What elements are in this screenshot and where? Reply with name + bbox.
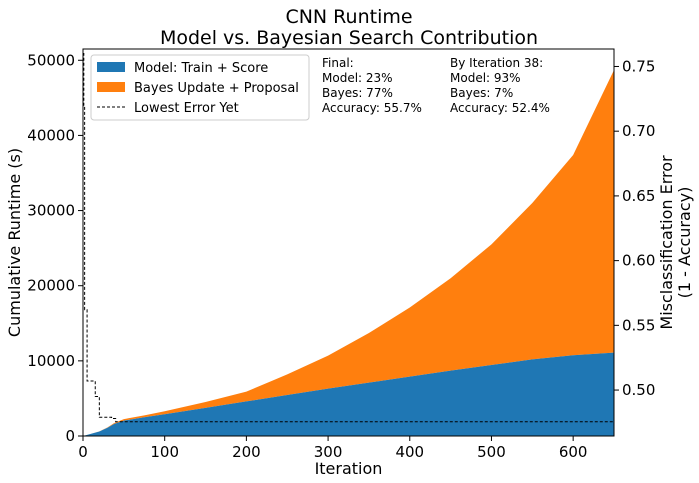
annotation-iteration-38: By Iteration 38: Model: 93% Bayes: 7% Ac… <box>450 56 550 115</box>
y-axis-label: Cumulative Runtime (s) <box>5 148 24 337</box>
y-tick-label: 50000 <box>27 51 75 69</box>
annotation-final-line1: Final: <box>322 56 354 70</box>
legend: Model: Train + Score Bayes Update + Prop… <box>90 54 310 121</box>
y-axis-left: 0 10000 20000 30000 40000 50000 <box>27 51 83 445</box>
y2-tick-label: 0.55 <box>622 316 655 334</box>
legend-label-bayes: Bayes Update + Proposal <box>134 81 299 96</box>
y2-axis-label-line1: Misclassification Error <box>657 155 676 330</box>
y-axis-right: 0.50 0.55 0.60 0.65 0.70 0.75 <box>614 57 655 399</box>
x-tick-label: 300 <box>314 443 343 461</box>
plot-frame <box>82 48 615 437</box>
y-tick-label: 0 <box>65 427 75 445</box>
x-tick-label: 0 <box>78 443 88 461</box>
legend-swatch-model <box>97 62 125 72</box>
legend-label-lowest-error: Lowest Error Yet <box>134 101 239 116</box>
line-lowest-error-yet <box>83 53 614 423</box>
annotation-38-line4: Accuracy: 52.4% <box>450 101 550 115</box>
y-tick-label: 10000 <box>27 352 75 370</box>
y2-tick-label: 0.60 <box>622 252 655 270</box>
legend-box <box>90 54 310 121</box>
y2-tick-label: 0.65 <box>622 187 655 205</box>
legend-label-model: Model: Train + Score <box>134 61 268 76</box>
x-tick-label: 500 <box>477 443 506 461</box>
annotation-final-line2: Model: 23% <box>322 71 393 85</box>
annotation-final-line4: Accuracy: 55.7% <box>322 101 422 115</box>
x-tick-label: 600 <box>559 443 588 461</box>
x-tick-label: 100 <box>150 443 179 461</box>
error-lines <box>83 53 614 423</box>
plot-area <box>82 48 615 437</box>
annotation-38-line2: Model: 93% <box>450 71 521 85</box>
y2-tick-label: 0.75 <box>622 57 655 75</box>
chart-title-line2: Model vs. Bayesian Search Contribution <box>160 27 538 49</box>
area-bayes-update-proposal <box>83 70 614 436</box>
annotation-final: Final: Model: 23% Bayes: 77% Accuracy: 5… <box>322 56 422 115</box>
stacked-areas <box>83 70 614 436</box>
y-tick-label: 40000 <box>27 126 75 144</box>
y2-tick-label: 0.70 <box>622 122 655 140</box>
annotation-38-line1: By Iteration 38: <box>450 56 543 70</box>
x-axis-label: Iteration <box>315 459 383 478</box>
x-tick-label: 200 <box>232 443 261 461</box>
y2-tick-label: 0.50 <box>622 381 655 399</box>
y2-axis-label-line2: (1 - Accuracy) <box>675 187 694 299</box>
chart-title-line1: CNN Runtime <box>285 6 412 28</box>
legend-swatch-bayes <box>97 82 125 92</box>
annotation-final-line3: Bayes: 77% <box>322 86 393 100</box>
area-model-train-score <box>83 352 614 436</box>
y-tick-label: 20000 <box>27 277 75 295</box>
y-tick-label: 30000 <box>27 202 75 220</box>
x-tick-label: 400 <box>395 443 424 461</box>
annotation-38-line3: Bayes: 7% <box>450 86 513 100</box>
x-axis: 0 100 200 300 400 500 600 <box>78 436 587 461</box>
